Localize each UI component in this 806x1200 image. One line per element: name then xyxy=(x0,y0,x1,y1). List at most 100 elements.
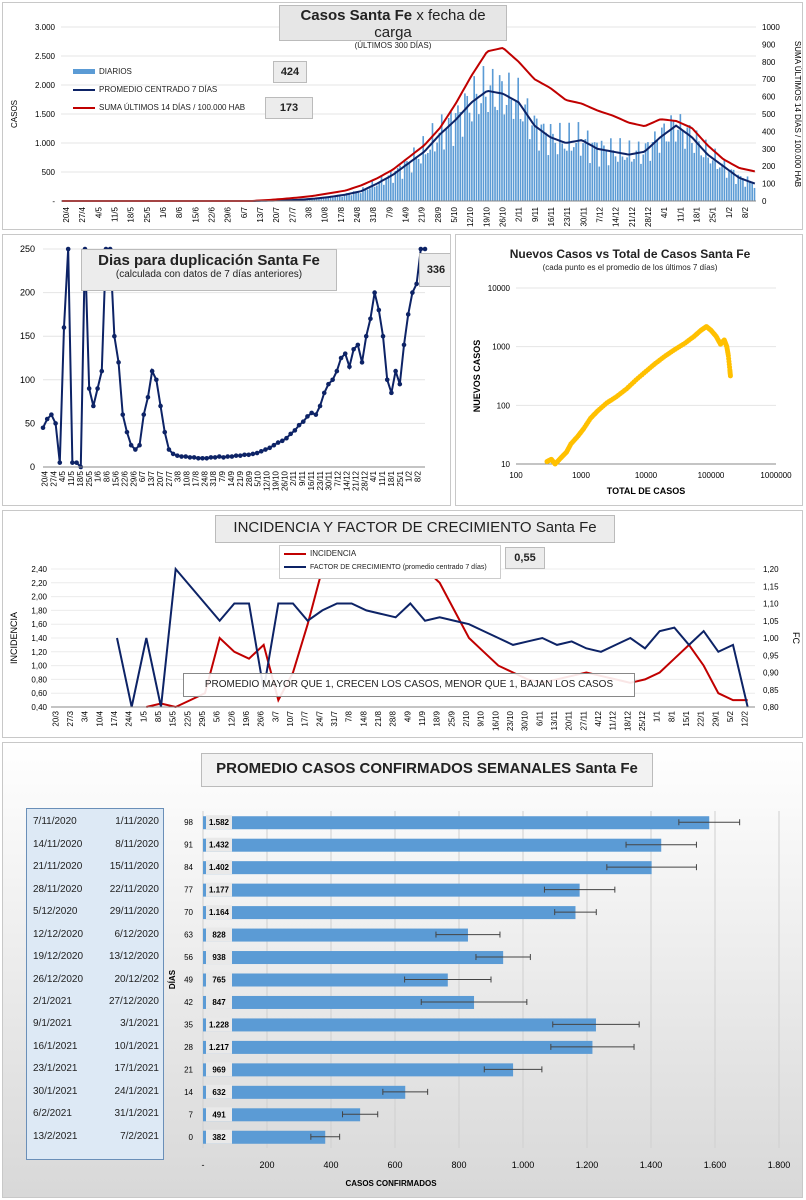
x-tick-label: 8/2 xyxy=(414,470,423,482)
daily-bar xyxy=(528,139,531,201)
new-vs-total-panel: 10 100 1000 10000 100 1000 10000 100000 1000000 T… xyxy=(455,234,803,506)
doubling-days-panel: 0 50 100 150 200 250 20/4 27/4 4/5 11/5 18/5 25/5 1/… xyxy=(2,234,451,506)
week-date-row: 12/12/2020 6/12/2020 xyxy=(27,929,165,940)
doubling-point xyxy=(208,455,214,460)
daily-bar xyxy=(633,158,635,201)
y-right-tick-label: 600 xyxy=(762,93,776,102)
doubling-point xyxy=(133,447,138,452)
x-tick-label: 10/7 xyxy=(286,710,295,726)
daily-bar xyxy=(392,182,394,201)
daily-bar xyxy=(586,130,589,201)
x-tick-label: 23/11 xyxy=(316,470,325,490)
daily-bar xyxy=(503,114,506,201)
weekly-bar xyxy=(203,928,468,942)
doubling-point xyxy=(166,447,172,452)
x-tick-label: 5/10 xyxy=(254,470,263,486)
daily-bar xyxy=(396,167,399,201)
x-tick-label: 27/3 xyxy=(66,710,75,726)
x-tick-label: 600 xyxy=(387,1160,402,1170)
x-tick-label: 26/10 xyxy=(498,206,507,227)
doubling-point xyxy=(95,386,100,391)
bar-value-label: 491 xyxy=(212,1110,226,1119)
daily-bar xyxy=(598,166,601,201)
x-tick-label: 200 xyxy=(259,1160,274,1170)
weekly-avg-chart: - 200 400 600 800 1.000 1.200 1.400 1.600 1.800 CA… xyxy=(168,811,790,1188)
x-tick-label: 25/5 xyxy=(85,470,94,486)
daily-bar xyxy=(651,141,654,201)
doubling-point xyxy=(112,333,117,339)
y-tick-label: 200 xyxy=(20,288,35,298)
last-sum14-box: 173 xyxy=(265,97,313,119)
week-start-date: 1/11/2020 xyxy=(115,816,159,828)
week-start-date: 10/1/2021 xyxy=(114,1040,160,1052)
y-axis-label: INCIDENCIA xyxy=(9,612,19,664)
daily-bar xyxy=(334,196,336,201)
x-tick-label: 7/8 xyxy=(345,710,354,722)
weekly-bar xyxy=(203,1108,361,1122)
daily-bar xyxy=(533,115,536,201)
daily-bar xyxy=(406,161,408,201)
daily-bar xyxy=(540,124,543,201)
doubling-point xyxy=(229,454,235,459)
week-end-date: 19/12/2020 xyxy=(33,951,84,963)
x-tick-label: 17/4 xyxy=(110,710,119,726)
x-tick-label: 22/6 xyxy=(208,206,217,222)
daily-bar xyxy=(674,141,677,201)
bar-value-label: 828 xyxy=(212,931,226,940)
legend-incidencia-label: INCIDENCIA xyxy=(310,549,357,558)
legend-incidencia: INCIDENCIA xyxy=(284,549,356,558)
daily-bar xyxy=(376,185,378,201)
bar-value-label: 1.228 xyxy=(209,1020,230,1029)
x-tick-label: 10/8 xyxy=(321,206,330,222)
week-start-date: 31/1/2021 xyxy=(114,1108,160,1120)
x-tick-label: 8/1 xyxy=(667,710,676,722)
x-tick-label: 13/7 xyxy=(256,206,265,222)
daily-bar xyxy=(670,115,672,201)
bar-value-box xyxy=(206,1062,232,1077)
doubling-point xyxy=(74,460,79,465)
week-date-table: 7/11/2020 1/11/2020 14/11/2020 8/11/2020 21/… xyxy=(26,808,164,1160)
x-tick-label: 7/9 xyxy=(385,206,394,218)
daily-bar xyxy=(596,142,598,201)
doubling-point xyxy=(267,445,272,451)
new-vs-total-subtitle: (cada punto es el promedio de los último… xyxy=(542,263,718,272)
x-tick-label: 10/8 xyxy=(183,470,192,486)
daily-bar xyxy=(628,140,631,201)
daily-bar xyxy=(380,175,383,201)
daily-bar xyxy=(508,72,510,202)
doubling-point xyxy=(65,246,71,252)
y-tick-label: - xyxy=(52,197,55,206)
doubling-point xyxy=(242,452,247,458)
daily-bar xyxy=(352,191,355,201)
doubling-point xyxy=(317,403,323,409)
y-right-tick-label: 1000 xyxy=(762,23,780,32)
week-start-date: 29/11/2020 xyxy=(109,906,159,918)
week-end-date: 30/1/2021 xyxy=(33,1085,78,1097)
daily-bar xyxy=(556,154,559,201)
x-tick-label: 21/9 xyxy=(236,470,245,486)
y-tick-label: 0,40 xyxy=(31,703,47,712)
doubling-point xyxy=(384,377,390,383)
week-end-date: 23/1/2021 xyxy=(33,1063,78,1075)
daily-bar xyxy=(711,160,714,201)
fc-line xyxy=(116,566,749,708)
daily-bar xyxy=(410,172,413,201)
y-right-tick-label: 400 xyxy=(762,127,776,136)
daily-bar xyxy=(681,130,684,201)
x-tick-label: 14/12 xyxy=(612,206,621,227)
daily-bar xyxy=(688,125,691,201)
daily-bar xyxy=(721,163,723,201)
doubling-point xyxy=(40,425,46,431)
x-tick-label: 25/1 xyxy=(396,470,405,486)
daily-bar xyxy=(482,66,485,201)
y-axis-label: CASOS xyxy=(10,100,19,128)
y-right-axis-label: FC xyxy=(791,632,801,644)
x-tick-label: 20/4 xyxy=(40,470,49,486)
daily-bar xyxy=(672,120,675,201)
x-tick-label: 28/12 xyxy=(644,206,653,227)
doubling-point xyxy=(401,342,407,348)
doubling-point xyxy=(141,412,147,417)
week-end-date: 9/1/2021 xyxy=(33,1018,72,1030)
x-tick-label: 1.000 xyxy=(512,1160,535,1170)
x-tick-label: 400 xyxy=(323,1160,338,1170)
